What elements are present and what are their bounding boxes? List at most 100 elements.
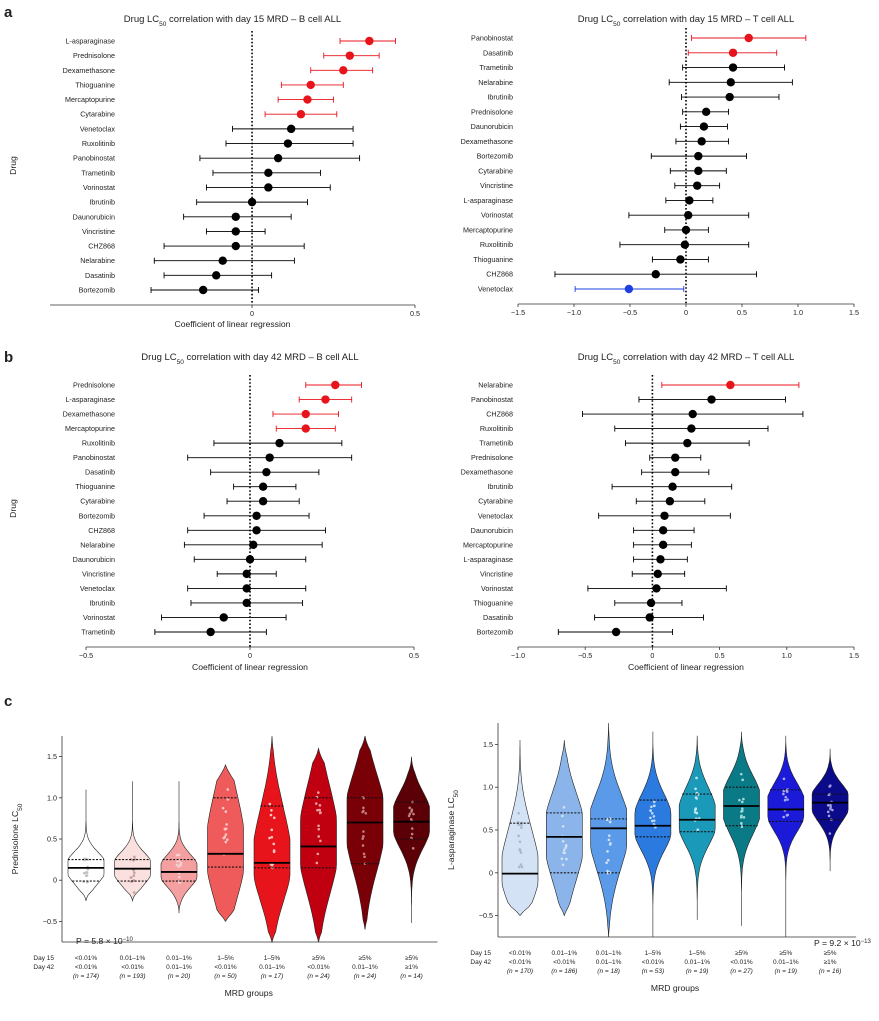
forest-plot-a-left: Drug LC50 correlation with day 15 MRD – … (8, 14, 420, 329)
data-dot (650, 819, 654, 823)
estimate-point (668, 482, 677, 491)
drug-label: Bortezomib (79, 511, 115, 520)
x-tick-label: 1.5 (849, 651, 859, 660)
data-dot (562, 806, 566, 809)
chart-title: Drug LC50 correlation with day 42 MRD – … (578, 352, 795, 366)
drug-label: Ibrutinib (89, 198, 115, 207)
drug-label: Nelarabine (80, 256, 115, 265)
x-axis-label: MRD groups (651, 983, 699, 993)
group-label-day42: <0.01% (214, 964, 236, 971)
group-label-day15: 0.01–1% (551, 950, 577, 957)
group-label-day15: 1–5% (645, 950, 662, 957)
p-value-text: P = 5.8 × 10−10 (76, 936, 134, 946)
drug-label: Nelarabine (80, 540, 115, 549)
violin-body (300, 747, 337, 943)
data-dot (606, 850, 609, 853)
data-dot (364, 811, 368, 815)
data-dot (517, 865, 521, 869)
violin-body (723, 731, 760, 926)
drug-label: Ruxolitinib (480, 240, 513, 249)
data-dot (361, 837, 364, 840)
data-dot (652, 819, 656, 822)
estimate-point (726, 78, 735, 87)
data-dot (831, 808, 834, 812)
data-dot (518, 849, 522, 852)
data-dot (784, 795, 788, 799)
drug-label: Dasatinib (483, 613, 513, 622)
data-dot (317, 791, 320, 794)
group-count: (n = 18) (597, 968, 620, 975)
chart-title-part: Drug LC (578, 14, 614, 25)
drug-label: Dexamethasone (461, 468, 513, 477)
data-dot (221, 806, 225, 810)
y-axis-label: L-asparaginase LC50 (446, 790, 460, 870)
estimate-point (301, 424, 310, 433)
group-label-day42: 0.01–1% (166, 964, 192, 971)
data-dot (362, 830, 365, 833)
drug-label: Panobinostat (471, 395, 513, 404)
data-dot (562, 848, 566, 852)
drug-label: CHZ868 (88, 242, 115, 251)
drug-label: Cytarabine (80, 497, 115, 506)
p-value-exponent: −10 (123, 937, 134, 943)
drug-label: Prednisolone (73, 51, 115, 60)
data-dot (607, 834, 611, 837)
estimate-point (219, 613, 228, 622)
data-dot (827, 814, 831, 818)
data-dot (826, 810, 830, 814)
data-dot (738, 798, 741, 802)
group-label-day15: 0.01–1% (166, 955, 192, 962)
drug-label: Daunorubicin (471, 526, 513, 535)
drug-label: Thioguanine (75, 80, 115, 89)
group-label-day42: <0.01% (121, 964, 143, 971)
estimate-point (218, 256, 227, 265)
drug-label: Panobinostat (73, 154, 115, 163)
data-dot (362, 852, 366, 856)
drug-label: Mercaptopurine (463, 225, 513, 234)
estimate-point (694, 166, 703, 176)
group-count: (n = 16) (819, 968, 842, 975)
estimate-point (301, 409, 310, 419)
drug-label: Vorinostat (481, 584, 513, 593)
group-label-day15: 0.01–1% (596, 950, 622, 957)
data-dot (408, 812, 412, 816)
x-tick-label: −1.0 (567, 308, 581, 317)
data-dot (783, 798, 787, 802)
drug-label: Vincristine (82, 227, 115, 236)
group-label-day15: ≥5% (405, 955, 418, 962)
drug-label: Vincristine (480, 181, 513, 190)
violin-body (678, 735, 716, 920)
estimate-point (306, 80, 315, 90)
data-dot (828, 832, 832, 835)
drug-label: Thioguanine (473, 255, 513, 264)
drug-label: Cytarabine (478, 497, 513, 506)
estimate-point (624, 284, 634, 294)
data-dot (408, 806, 412, 810)
violin-body (767, 735, 805, 937)
estimate-point (658, 526, 668, 535)
data-dot (606, 869, 609, 873)
data-dot (223, 835, 227, 839)
estimate-point (728, 48, 738, 57)
drug-label: Ibrutinib (487, 93, 513, 102)
estimate-point (694, 151, 703, 161)
estimate-point (660, 511, 669, 520)
estimate-point (701, 107, 711, 117)
estimate-point (653, 569, 662, 579)
estimate-point (206, 627, 215, 637)
data-dot (317, 835, 321, 838)
y-axis-label: Drug (8, 156, 18, 175)
group-count: (n = 170) (507, 968, 533, 975)
estimate-point (728, 63, 738, 72)
violin-body (67, 789, 105, 901)
drug-label: Prednisolone (471, 107, 513, 116)
data-dot (696, 828, 700, 831)
x-tick-label: 0.5 (409, 651, 419, 660)
data-dot (175, 853, 179, 857)
data-dot (318, 808, 322, 812)
group-label-day42: ≥1% (824, 959, 837, 966)
estimate-point (212, 271, 221, 280)
data-dot (224, 810, 228, 813)
group-count: (n = 27) (730, 968, 753, 975)
